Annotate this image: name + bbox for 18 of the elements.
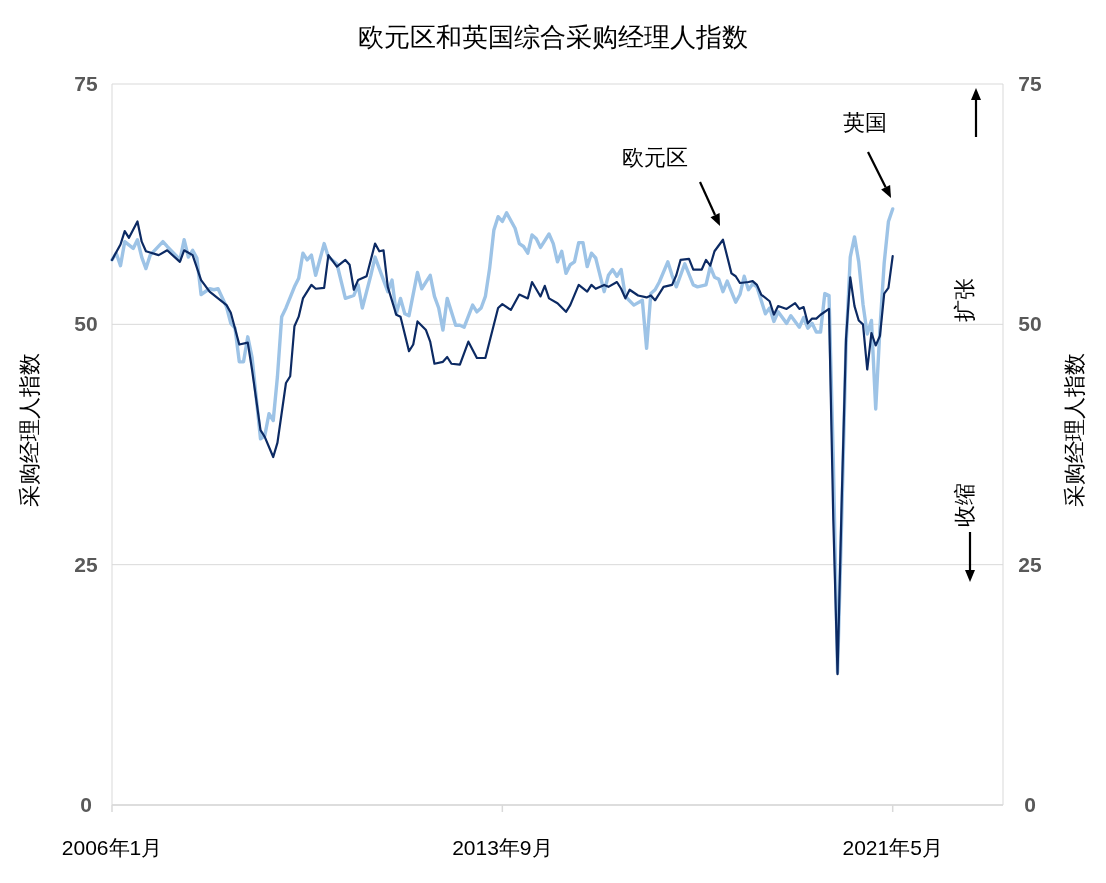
y-axis-title: 采购经理人指数 — [17, 352, 42, 507]
annotation: 欧元区 — [622, 145, 688, 170]
x-tick-label: 2006年1月 — [61, 836, 163, 859]
y2-tick-label: 50 — [1018, 312, 1042, 336]
y-tick-label: 50 — [74, 312, 98, 336]
annotation: 收缩 — [952, 483, 977, 527]
chart-title: 欧元区和英国综合采购经理人指数 — [358, 22, 748, 52]
x-tick-label: 2021年5月 — [842, 836, 943, 859]
annotation: 英国 — [843, 110, 887, 135]
annotation: 扩张 — [952, 278, 977, 322]
y-tick-label: 75 — [74, 72, 98, 95]
y-tick-label: 0 — [80, 793, 92, 816]
y2-tick-label: 0 — [1024, 793, 1036, 816]
x-tick-label: 2013年9月 — [452, 836, 553, 859]
y-tick-label: 25 — [74, 552, 98, 576]
y2-axis-title: 采购经理人指数 — [1062, 352, 1087, 507]
y2-tick-label: 25 — [1018, 552, 1042, 576]
y2-tick-label: 75 — [1018, 72, 1042, 95]
